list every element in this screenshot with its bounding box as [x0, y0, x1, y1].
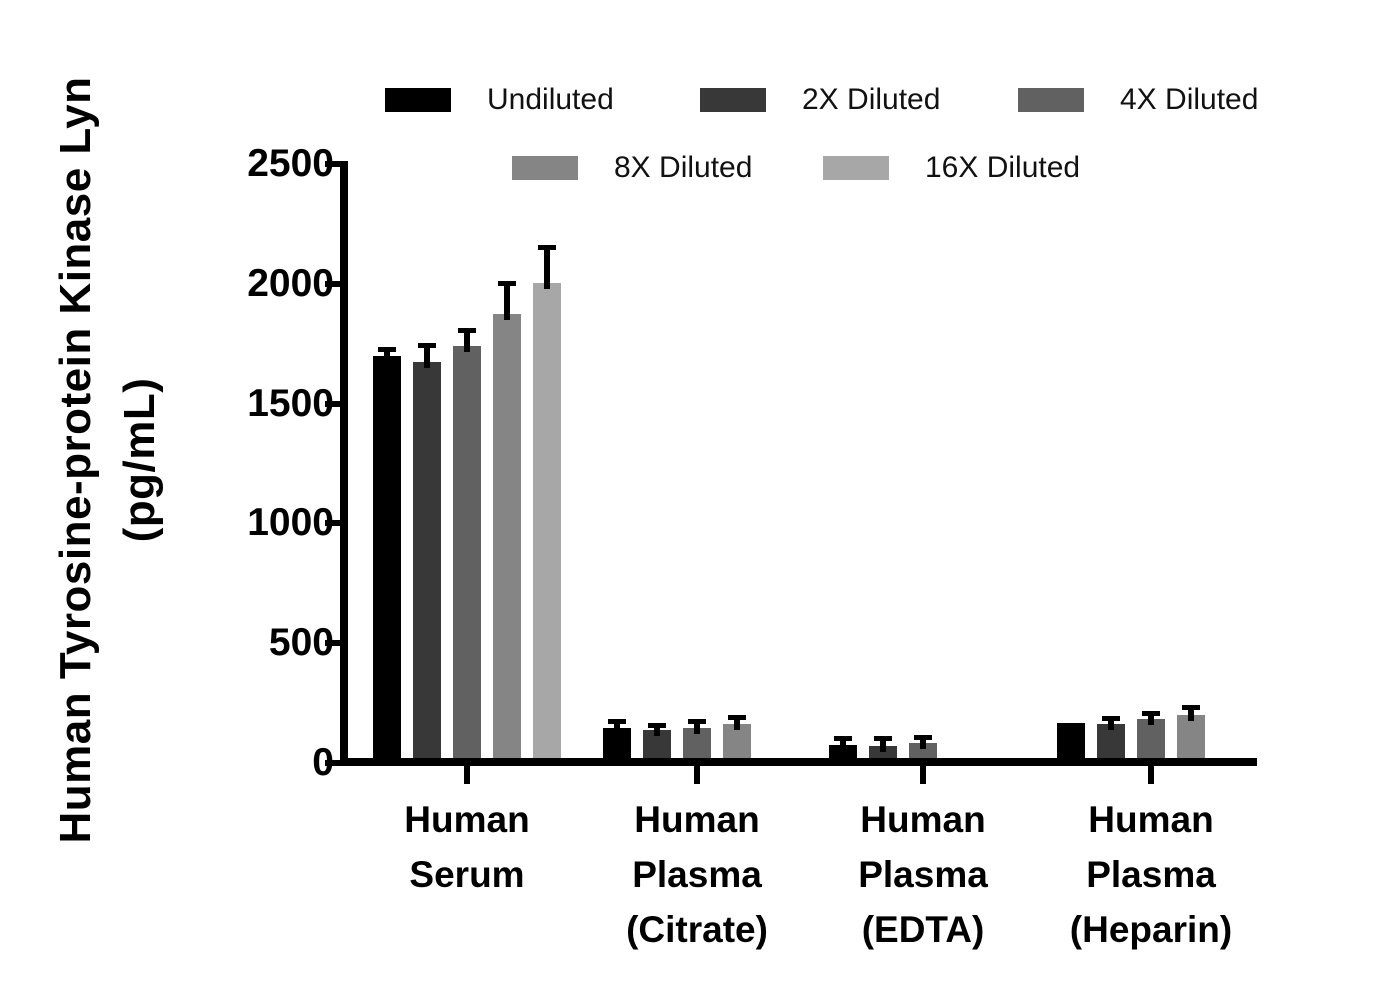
bar-human-plasma-citrate-8x-diluted-error-cap [728, 714, 746, 720]
legend-item-8x-diluted: 8X Diluted [512, 151, 753, 184]
y-tick-mark-2000 [325, 280, 340, 287]
category-label-human-plasma-heparin: Human Plasma (Heparin) [1011, 792, 1291, 957]
legend-label-undiluted: Undiluted [487, 83, 614, 116]
category-label-human-plasma-edta-line3: (EDTA) [861, 909, 985, 950]
legend-swatch-16x-diluted [823, 156, 889, 180]
y-tick-mark-1000 [325, 520, 340, 527]
bar-human-plasma-heparin-4x-diluted-error-cap [1142, 711, 1160, 717]
y-tick-mark-500 [325, 640, 340, 647]
legend-swatch-8x-diluted [512, 156, 578, 180]
bar-human-plasma-edta-undiluted-error-cap [834, 736, 852, 742]
bar-human-plasma-citrate-4x-diluted-error-cap [688, 718, 706, 724]
bar-human-plasma-citrate-undiluted-error-cap [608, 719, 626, 725]
category-label-human-serum-line2: Serum [409, 854, 525, 895]
category-label-human-plasma-citrate: Human Plasma (Citrate) [557, 792, 837, 957]
legend-swatch-undiluted [385, 88, 451, 112]
bar-human-plasma-edta-undiluted-error-stem [840, 740, 846, 751]
bar-human-plasma-heparin-2x-diluted-error-cap [1102, 715, 1120, 721]
legend-label-4x-diluted: 4X Diluted [1120, 83, 1259, 116]
legend-item-undiluted: Undiluted [385, 83, 614, 116]
bar-human-plasma-citrate-4x-diluted-error-stem [694, 722, 700, 734]
legend-swatch-2x-diluted [700, 88, 766, 112]
bar-human-plasma-edta-2x-diluted-error-cap [874, 735, 892, 741]
legend-label-2x-diluted: 2X Diluted [802, 83, 941, 116]
bar-human-serum-2x-diluted-error-stem [424, 347, 430, 368]
legend-item-4x-diluted: 4X Diluted [1018, 83, 1259, 116]
legend-label-8x-diluted: 8X Diluted [614, 151, 753, 184]
y-tick-label-2500: 2500 [247, 142, 334, 185]
category-label-human-serum-line1: Human [404, 799, 530, 840]
x-tick-mark-human-plasma-heparin [1148, 766, 1154, 784]
bar-human-plasma-edta-4x-diluted-error-cap [914, 734, 932, 740]
bar-human-serum-2x-diluted [413, 362, 441, 765]
y-tick-mark-2500 [325, 161, 340, 167]
bar-human-plasma-citrate-2x-diluted-error-stem [654, 727, 660, 736]
category-label-human-plasma-citrate-line2: Plasma [632, 854, 762, 895]
category-label-human-plasma-heparin-line3: (Heparin) [1069, 909, 1233, 950]
x-tick-mark-human-plasma-citrate [694, 766, 700, 784]
bar-human-serum-undiluted-error-cap [378, 347, 396, 353]
bar-human-plasma-edta-4x-diluted-error-stem [920, 738, 926, 749]
bar-human-serum-4x-diluted-error-cap [458, 327, 476, 333]
y-tick-label-0: 0 [312, 741, 334, 784]
category-label-human-plasma-citrate-line1: Human [634, 799, 760, 840]
bar-human-serum-4x-diluted-error-stem [464, 331, 470, 352]
bar-human-serum-8x-diluted-error-stem [504, 285, 510, 320]
bar-human-plasma-citrate-undiluted-error-stem [614, 723, 620, 734]
bar-human-plasma-heparin-8x-diluted-error-stem [1188, 708, 1194, 721]
bar-human-plasma-heparin-2x-diluted-error-stem [1108, 719, 1114, 730]
y-tick-label-2000: 2000 [247, 261, 334, 305]
legend-item-16x-diluted: 16X Diluted [823, 151, 1081, 184]
bar-human-plasma-heparin-8x-diluted-error-cap [1182, 704, 1200, 710]
x-axis-line [340, 758, 1257, 766]
x-tick-mark-human-serum [464, 766, 470, 784]
legend-item-2x-diluted: 2X Diluted [700, 83, 941, 116]
bar-human-serum-16x-diluted [533, 283, 561, 765]
category-label-human-plasma-edta: Human Plasma (EDTA) [783, 792, 1063, 957]
category-label-human-plasma-citrate-line3: (Citrate) [626, 909, 768, 950]
bar-human-serum-16x-diluted-error-stem [544, 248, 550, 289]
legend-swatch-4x-diluted [1018, 88, 1084, 112]
category-label-human-plasma-heparin-line1: Human [1088, 799, 1214, 840]
bar-human-serum-undiluted-error-stem [384, 351, 390, 362]
bar-human-serum-8x-diluted [493, 314, 521, 765]
bar-human-plasma-heparin-4x-diluted-error-stem [1148, 715, 1154, 725]
x-tick-mark-human-plasma-edta [920, 766, 926, 784]
category-label-human-plasma-edta-line2: Plasma [858, 854, 988, 895]
category-label-human-plasma-heparin-line2: Plasma [1086, 854, 1216, 895]
bar-human-serum-2x-diluted-error-cap [418, 343, 436, 348]
y-tick-label-1500: 1500 [247, 381, 334, 425]
bar-human-serum-4x-diluted [453, 346, 481, 765]
bar-human-plasma-heparin-4x-diluted [1137, 719, 1165, 765]
bar-human-serum-8x-diluted-error-cap [498, 281, 516, 287]
y-tick-label-500: 500 [268, 621, 334, 665]
bar-human-serum-16x-diluted-error-cap [538, 244, 556, 250]
bar-human-plasma-citrate-2x-diluted-error-cap [648, 723, 666, 729]
y-tick-mark-0 [325, 760, 340, 766]
y-tick-mark-1500 [325, 400, 340, 407]
y-axis-line [340, 161, 348, 766]
y-axis-title-line1: Human Tyrosine-protein Kinase Lyn [51, 76, 100, 844]
bar-human-plasma-edta-2x-diluted-error-stem [880, 739, 886, 752]
category-label-human-serum: Human Serum [327, 792, 607, 902]
bar-human-serum-undiluted [373, 356, 401, 765]
bar-human-plasma-heparin-8x-diluted [1177, 715, 1205, 765]
legend-label-16x-diluted: 16X Diluted [925, 151, 1081, 184]
y-tick-label-1000: 1000 [247, 501, 334, 545]
bar-human-plasma-citrate-8x-diluted-error-stem [734, 718, 740, 730]
category-label-human-plasma-edta-line1: Human [860, 799, 986, 840]
